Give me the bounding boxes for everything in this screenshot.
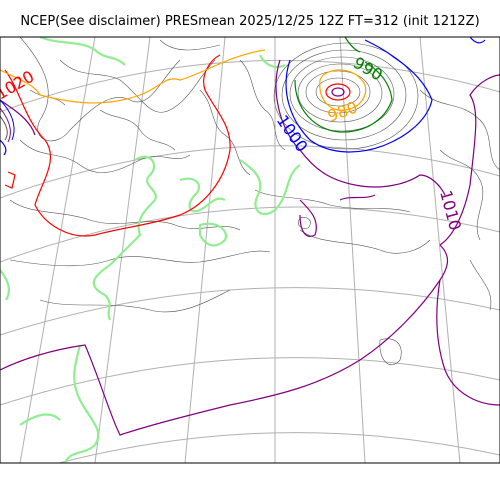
coastline bbox=[19, 413, 61, 426]
meridian-line bbox=[419, 37, 461, 463]
graticule bbox=[0, 37, 500, 463]
contour-label-1000: 1000 bbox=[273, 111, 312, 155]
coastline bbox=[239, 159, 301, 216]
isobar-980 bbox=[0, 49, 367, 111]
isobar-1010 bbox=[0, 59, 500, 436]
coastline bbox=[179, 177, 226, 213]
latitude-line bbox=[0, 206, 500, 263]
meridian-line bbox=[339, 37, 366, 463]
latitude-line bbox=[0, 145, 500, 199]
latitude-line bbox=[57, 432, 500, 463]
low-pressure-rings bbox=[273, 42, 419, 150]
coastlines bbox=[0, 37, 301, 463]
coastline bbox=[198, 222, 228, 247]
meridian-line bbox=[19, 37, 96, 463]
coastline bbox=[92, 155, 157, 321]
contour-label-1010: 1010 bbox=[436, 188, 465, 232]
latitude-line bbox=[0, 59, 500, 113]
coastline bbox=[259, 54, 286, 69]
isobar-1020 bbox=[4, 54, 231, 237]
map-title: NCEP(See disclaimer) PRESmean 2025/12/25… bbox=[20, 14, 480, 29]
left-edge-contours bbox=[0, 99, 15, 143]
thin-contours bbox=[9, 37, 500, 366]
low-center bbox=[325, 83, 351, 101]
meridian-line bbox=[94, 37, 151, 463]
latitude-line bbox=[0, 357, 500, 406]
coastline bbox=[0, 269, 10, 301]
latitude-line bbox=[0, 287, 500, 336]
contour-label-980: 980 bbox=[325, 97, 360, 125]
contour-label-990: 990 bbox=[350, 53, 386, 85]
coastline bbox=[63, 344, 100, 463]
meridian-line bbox=[184, 37, 226, 463]
coastline bbox=[39, 37, 126, 66]
isobar-990 bbox=[294, 37, 393, 133]
isobar-1000 bbox=[0, 37, 486, 156]
map-frame bbox=[0, 36, 500, 464]
